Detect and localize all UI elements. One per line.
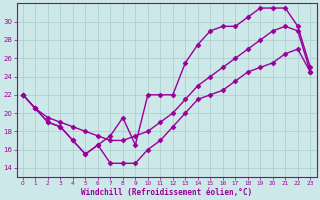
X-axis label: Windchill (Refroidissement éolien,°C): Windchill (Refroidissement éolien,°C) — [81, 188, 252, 197]
